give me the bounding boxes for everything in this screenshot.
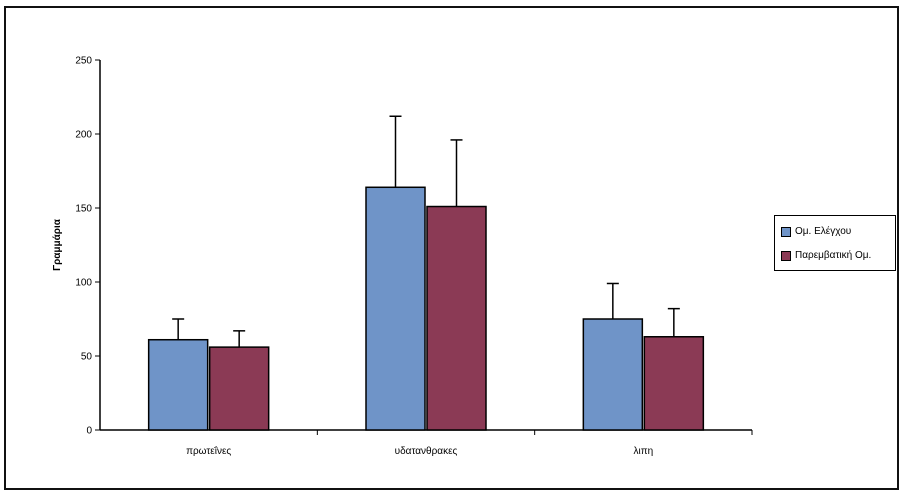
legend-swatch-series-1 xyxy=(781,226,791,237)
legend-item-series-2: Παρεμβατική Ομ. xyxy=(781,250,871,261)
bar-2-1 xyxy=(208,346,270,431)
legend-label-series-2: Παρεμβατική Ομ. xyxy=(795,250,872,261)
y-tick-label-250: 250 xyxy=(75,56,92,67)
y-tick-label-200: 200 xyxy=(75,130,92,141)
y-tick-label-100: 100 xyxy=(75,278,92,289)
bar-1-3 xyxy=(582,318,644,431)
legend-item-series-1: Ομ. Ελέγχου xyxy=(781,226,851,237)
bar-1-1 xyxy=(147,338,209,431)
x-tick-label-1: πρωτεΐνες xyxy=(186,445,231,457)
x-tick-label-3: λιπη xyxy=(633,446,653,457)
bar-2-3 xyxy=(643,336,705,431)
legend: Ομ. Ελέγχου Παρεμβατική Ομ. xyxy=(774,215,896,271)
y-axis-title: Γραμμάρια xyxy=(52,218,63,271)
legend-label-series-1: Ομ. Ελέγχου xyxy=(795,226,852,237)
legend-swatch-series-2 xyxy=(781,250,791,261)
y-tick-label-50: 50 xyxy=(81,352,93,363)
bar-1-2 xyxy=(365,186,426,431)
bar-2-2 xyxy=(426,205,487,431)
x-tick-label-2: υδατανθρακες xyxy=(395,446,458,457)
y-tick-label-0: 0 xyxy=(86,426,92,437)
y-tick-label-150: 150 xyxy=(75,204,92,215)
